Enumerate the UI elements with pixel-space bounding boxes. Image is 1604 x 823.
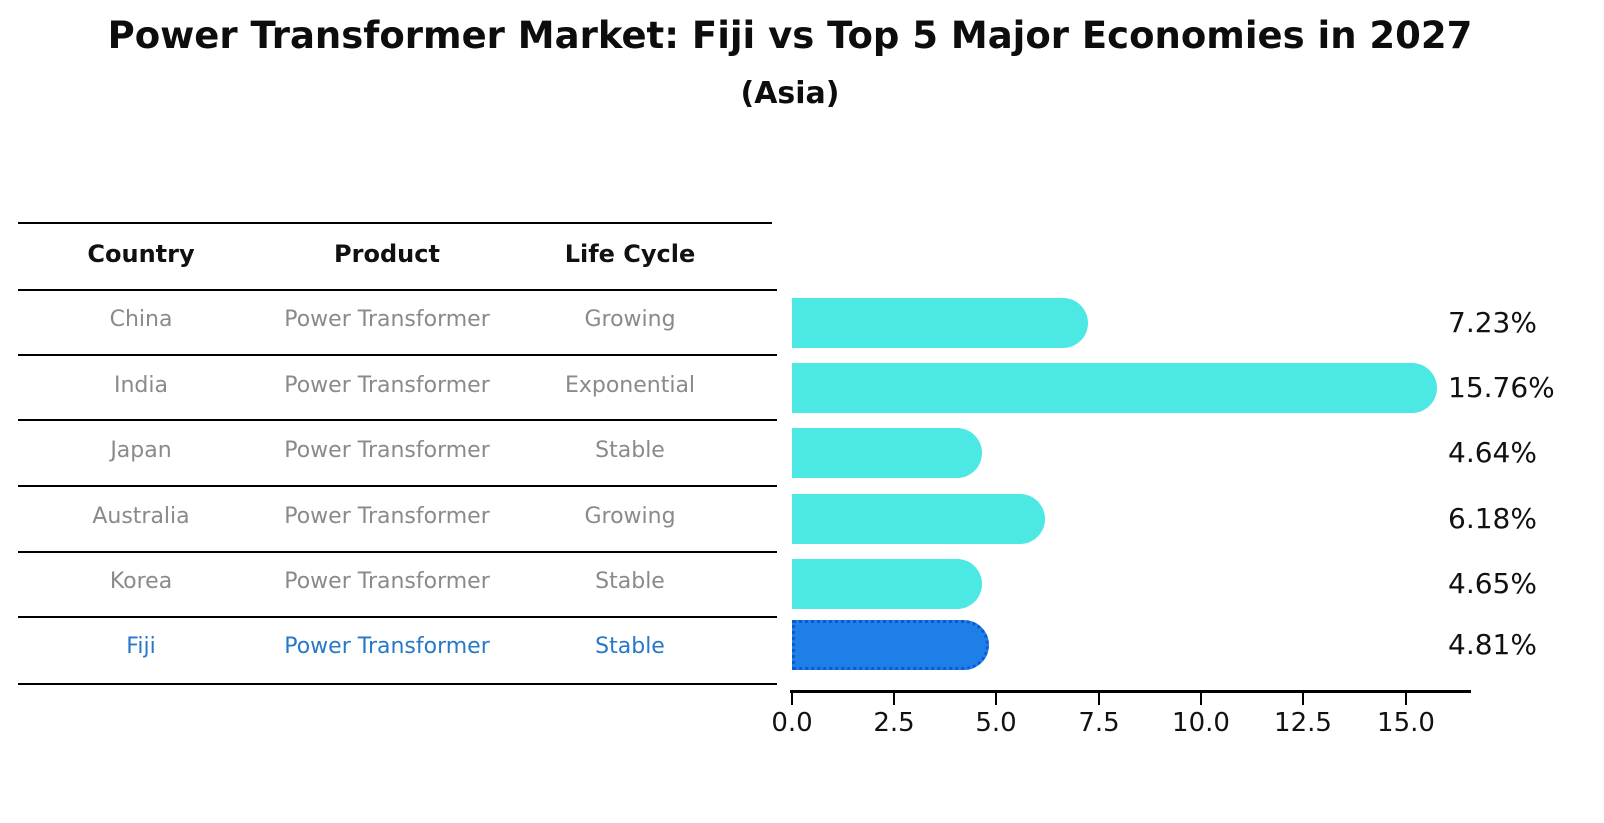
table-cell-product: Power Transformer — [284, 307, 490, 332]
table-cell-product: Power Transformer — [284, 504, 490, 529]
bar-australia — [792, 494, 1045, 544]
table-cell-country: India — [114, 373, 168, 398]
table-cell-life_cycle: Stable — [595, 569, 665, 594]
x-axis-tick — [995, 693, 997, 705]
x-axis-tick-label: 15.0 — [1377, 708, 1435, 738]
y-axis-tick — [753, 419, 777, 421]
y-axis-tick — [753, 485, 777, 487]
table-rule — [18, 222, 772, 224]
x-axis-tick-label: 12.5 — [1274, 708, 1332, 738]
column-header-product: Product — [334, 240, 440, 268]
table-cell-product: Power Transformer — [284, 569, 490, 594]
x-axis-tick-label: 5.0 — [975, 708, 1017, 738]
table-cell-country: Korea — [109, 569, 173, 594]
x-axis-tick — [1405, 693, 1407, 705]
table-cell-country: China — [109, 307, 173, 332]
table-rule — [18, 354, 772, 356]
x-axis-tick-label: 0.0 — [771, 708, 813, 738]
y-axis-tick — [753, 616, 777, 618]
table-cell-life_cycle: Stable — [595, 438, 665, 463]
value-label: 4.81% — [1448, 628, 1537, 661]
x-axis-tick-label: 10.0 — [1172, 708, 1230, 738]
bar-fiji — [792, 620, 989, 670]
table-rule — [18, 683, 772, 685]
table-cell-product: Power Transformer — [284, 634, 490, 659]
bar-japan — [792, 428, 982, 478]
bar-india — [792, 363, 1437, 413]
table-cell-life_cycle: Exponential — [564, 373, 696, 398]
x-axis-tick — [1302, 693, 1304, 705]
table-cell-product: Power Transformer — [284, 373, 490, 398]
value-label: 7.23% — [1448, 306, 1537, 339]
value-label: 6.18% — [1448, 502, 1537, 535]
table-cell-life_cycle: Growing — [584, 307, 676, 332]
bar-china — [792, 298, 1088, 348]
chart-subtitle: (Asia) — [740, 76, 840, 111]
column-header-country: Country — [87, 240, 195, 268]
y-axis-tick — [753, 289, 777, 291]
value-label: 4.65% — [1448, 567, 1537, 600]
y-axis-tick — [753, 683, 777, 685]
y-axis-tick — [753, 354, 777, 356]
table-cell-product: Power Transformer — [284, 438, 490, 463]
table-rule — [18, 419, 772, 421]
table-rule — [18, 551, 772, 553]
table-rule — [18, 289, 772, 291]
table-cell-life_cycle: Stable — [595, 634, 665, 659]
x-axis-tick — [1200, 693, 1202, 705]
value-label: 4.64% — [1448, 436, 1537, 469]
value-label: 15.76% — [1448, 371, 1555, 404]
table-cell-country: Australia — [92, 504, 190, 529]
table-cell-country: Japan — [110, 438, 172, 463]
x-axis-line — [790, 690, 1471, 693]
x-axis-tick — [1098, 693, 1100, 705]
chart-title: Power Transformer Market: Fiji vs Top 5 … — [107, 14, 1473, 57]
y-axis-tick — [753, 551, 777, 553]
table-rule — [18, 485, 772, 487]
x-axis-tick — [791, 693, 793, 705]
bar-korea — [792, 559, 982, 609]
table-cell-country: Fiji — [126, 634, 156, 659]
table-rule — [18, 616, 772, 618]
x-axis-tick-label: 7.5 — [1078, 708, 1120, 738]
table-cell-life_cycle: Growing — [584, 504, 676, 529]
x-axis-tick-label: 2.5 — [873, 708, 915, 738]
column-header-life_cycle: Life Cycle — [564, 240, 696, 268]
x-axis-tick — [893, 693, 895, 705]
